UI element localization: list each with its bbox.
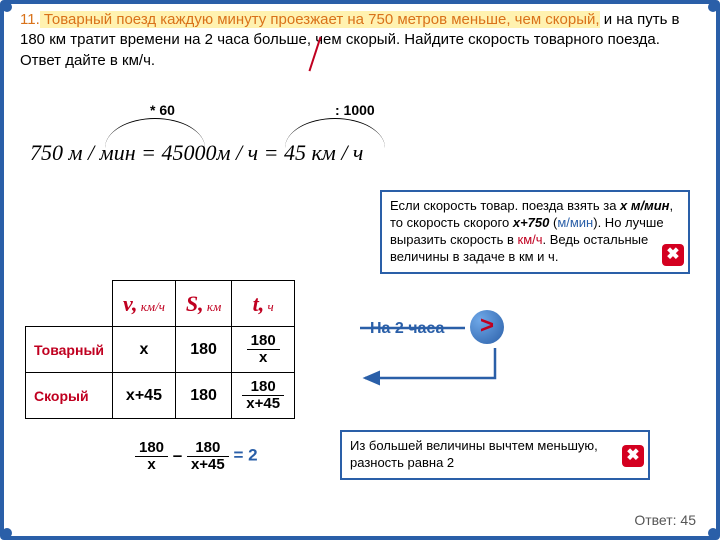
note-text: Если скорость товар. поезда взять за bbox=[390, 198, 620, 213]
answer-label: Ответ: 45 bbox=[634, 512, 696, 528]
eq-frac2: 180х+45 bbox=[187, 440, 229, 473]
col-header-t: t, ч bbox=[232, 281, 295, 327]
corner-dot bbox=[2, 528, 12, 538]
row-label: Скорый bbox=[26, 373, 113, 419]
corner-dot bbox=[2, 2, 12, 12]
cell-v: х bbox=[113, 327, 176, 373]
corner-dot bbox=[708, 2, 718, 12]
speed-distance-time-table: v, км/ч S, км t, ч Товарный х 180 180х С… bbox=[25, 280, 295, 419]
eq-minus: – bbox=[173, 446, 187, 465]
cell-t: 180х bbox=[232, 327, 295, 373]
note-var: х+750 bbox=[513, 215, 550, 230]
row-label: Товарный bbox=[26, 327, 113, 373]
formula-eq: = bbox=[258, 140, 284, 165]
formula-p1: 750 м / мин bbox=[30, 140, 136, 165]
cell-s: 180 bbox=[175, 327, 231, 373]
problem-number: 11. bbox=[20, 11, 40, 28]
col-header-s: S, км bbox=[175, 281, 231, 327]
table-row-freight: Товарный х 180 180х bbox=[26, 327, 295, 373]
formula-p3: 45 км / ч bbox=[284, 140, 363, 165]
equation: 180х – 180х+45 = 2 bbox=[135, 440, 258, 473]
close-icon[interactable]: ✖ bbox=[662, 244, 684, 266]
conv-div-1000: : 1000 bbox=[335, 102, 375, 118]
cell-v: х+45 bbox=[113, 373, 176, 419]
table-row-express: Скорый х+45 180 180х+45 bbox=[26, 373, 295, 419]
close-icon[interactable]: ✖ bbox=[622, 445, 644, 467]
col-header-v: v, км/ч bbox=[113, 281, 176, 327]
note-box-subtract-hint: Из большей величины вычтем меньшую, разн… bbox=[340, 430, 650, 480]
time-diff-label: На 2 часа bbox=[370, 320, 444, 338]
formula-p2: 45000м / ч bbox=[161, 140, 258, 165]
eq-frac1: 180х bbox=[135, 440, 168, 473]
unit-conversion-formula: 750 м / мин = 45000м / ч = 45 км / ч bbox=[30, 140, 363, 166]
eq-rhs: = 2 bbox=[233, 446, 257, 465]
cell-t: 180х+45 bbox=[232, 373, 295, 419]
cell-s: 180 bbox=[175, 373, 231, 419]
note-box-speed-hint: Если скорость товар. поезда взять за х м… bbox=[380, 190, 690, 274]
formula-eq: = bbox=[136, 140, 162, 165]
problem-text: 11. Товарный поезд каждую минуту проезжа… bbox=[20, 10, 700, 71]
conv-mult-60: * 60 bbox=[150, 102, 175, 118]
corner-dot bbox=[708, 528, 718, 538]
note-unit: км/ч bbox=[518, 232, 543, 247]
note-var: х м/мин bbox=[620, 198, 669, 213]
note-unit: м/мин bbox=[557, 215, 593, 230]
table-header-row: v, км/ч S, км t, ч bbox=[26, 281, 295, 327]
problem-highlight: Товарный поезд каждую минуту проезжает н… bbox=[40, 11, 600, 28]
greater-than-badge: > bbox=[470, 310, 504, 344]
